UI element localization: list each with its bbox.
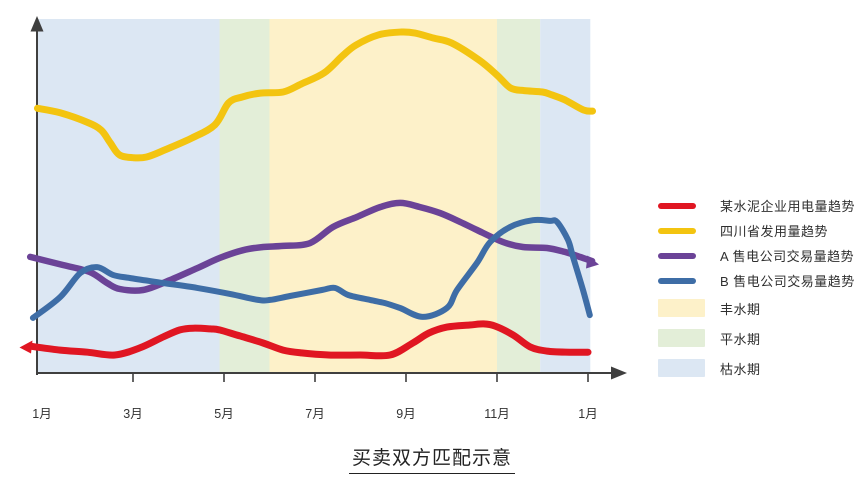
legend-item-company-a: A 售电公司交易量趋势: [658, 243, 855, 268]
company-a-line-swatch-icon: [658, 252, 696, 259]
normal-season-swatch-icon: [658, 329, 705, 347]
company-b-line-swatch-icon: [658, 277, 696, 284]
series-line-cement: [26, 320, 592, 360]
season-band-normal-2: [497, 19, 541, 372]
legend-label: 四川省发用量趋势: [720, 224, 829, 239]
trend-chart: 1月 3月 5月 7月 9月 11月 1月: [19, 16, 627, 421]
x-tick-label: 5月: [214, 407, 233, 421]
x-tick-label: 3月: [123, 407, 142, 421]
legend: 某水泥企业用电量趋势 四川省发用量趋势 A 售电公司交易量趋势 B 售电公司交易…: [658, 193, 855, 383]
season-band-dry-1: [38, 19, 220, 372]
cement-line-swatch-icon: [658, 202, 696, 209]
x-axis-arrow-icon: [611, 366, 627, 380]
x-tick-label: 9月: [396, 407, 415, 421]
legend-label: 某水泥企业用电量趋势: [720, 199, 856, 214]
company-a-line-end-arrow-icon: [586, 255, 599, 269]
season-band-normal-1: [219, 19, 270, 372]
wet-season-swatch-icon: [658, 299, 705, 317]
legend-label: 枯水期: [720, 361, 761, 377]
legend-item-cement-trend: 某水泥企业用电量趋势: [658, 193, 855, 218]
legend-item-sichuan-trend: 四川省发用量趋势: [658, 218, 855, 243]
legend-label: 丰水期: [720, 301, 761, 317]
legend-item-company-b: B 售电公司交易量趋势: [658, 268, 855, 293]
legend-label: B 售电公司交易量趋势: [720, 274, 855, 289]
legend-label: A 售电公司交易量趋势: [720, 249, 855, 264]
series-line-company-b: [29, 216, 593, 321]
season-band-wet: [269, 19, 497, 372]
series-line-company-a: [26, 199, 596, 294]
x-tick-label: 7月: [305, 407, 324, 421]
chart-title: 买卖双方匹配示意: [348, 443, 515, 474]
y-axis-arrow-icon: [30, 16, 44, 32]
legend-item-normal-season: 平水期: [658, 323, 855, 353]
series-line-sichuan: [34, 28, 596, 162]
legend-item-wet-season: 丰水期: [658, 293, 855, 323]
legend-item-dry-season: 枯水期: [658, 353, 855, 383]
x-tick-label: 1月: [578, 407, 597, 421]
x-tick-label: 11月: [484, 407, 509, 421]
x-tick-label: 1月: [32, 407, 51, 421]
cement-line-start-arrow-icon: [19, 340, 33, 354]
legend-label: 平水期: [720, 331, 761, 347]
chart-title-wrap: 买卖双方匹配示意: [0, 443, 864, 474]
sichuan-line-swatch-icon: [658, 227, 696, 234]
dry-season-swatch-icon: [658, 359, 705, 377]
season-band-dry-2: [540, 19, 591, 372]
